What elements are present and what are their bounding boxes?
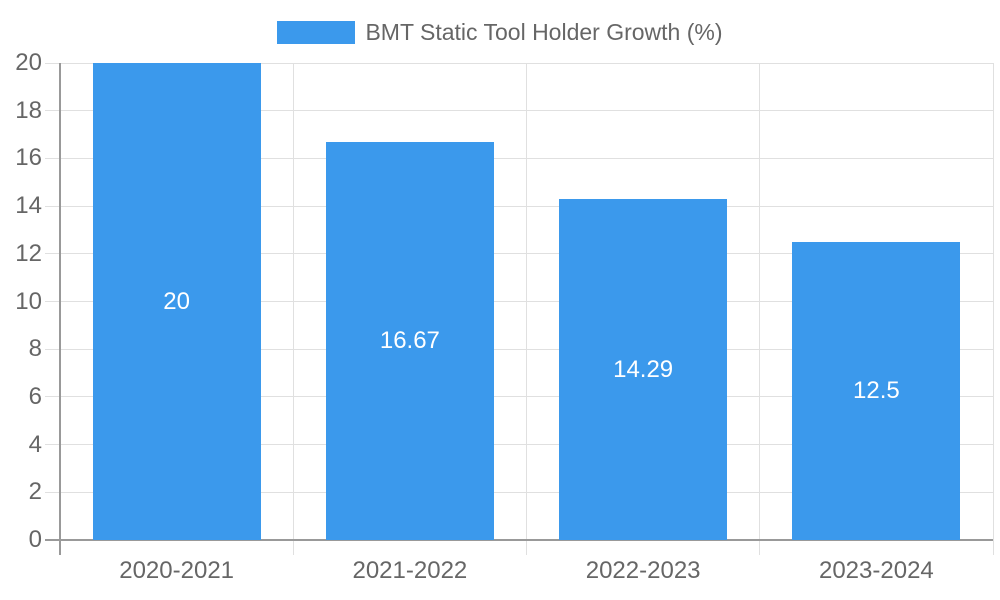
bar: 14.29 — [559, 199, 728, 540]
gridline-horizontal — [45, 301, 993, 302]
y-tick-label: 8 — [28, 335, 42, 363]
y-tick-label: 16 — [15, 144, 42, 172]
gridline-horizontal — [45, 491, 993, 493]
y-tick-label: 2 — [28, 478, 42, 506]
x-axis-label: 2022-2023 — [585, 557, 701, 584]
gridline-vertical — [759, 63, 761, 555]
y-tick-label: 12 — [15, 239, 42, 267]
y-tick-label: 10 — [15, 287, 42, 315]
bar: 12.5 — [792, 241, 961, 540]
bar: 20 — [92, 63, 261, 540]
y-tick-label: 18 — [15, 96, 42, 124]
bar-value-label: 20 — [163, 287, 190, 315]
legend-label: BMT Static Tool Holder Growth (%) — [365, 19, 723, 45]
y-tick-label: 0 — [28, 526, 42, 553]
gridline-vertical — [526, 63, 527, 555]
y-axis-line — [59, 63, 61, 555]
gridline-vertical — [292, 63, 294, 555]
gridline-horizontal — [45, 157, 993, 159]
x-axis-label: 2023-2024 — [818, 557, 934, 584]
gridline-horizontal — [45, 348, 993, 350]
gridline-horizontal — [45, 110, 993, 112]
gridline-horizontal — [45, 444, 993, 446]
gridline-horizontal — [45, 396, 993, 398]
gridline-horizontal — [45, 205, 993, 207]
gridline-vertical — [992, 63, 994, 555]
plot-area: 0 2 4 6 8 10 12 14 16 18 20 20 2020-2021 16.67 2021-20… — [15, 50, 994, 584]
bar-value-label: 14.29 — [613, 355, 674, 383]
y-tick-label: 4 — [28, 430, 42, 458]
legend[interactable]: BMT Static Tool Holder Growth (%) — [0, 21, 1000, 44]
bar-value-label: 12.5 — [853, 376, 900, 404]
x-axis-label: 2020-2021 — [119, 557, 235, 584]
gridline-horizontal — [45, 62, 993, 64]
y-tick-label: 20 — [15, 49, 42, 76]
y-tick-label: 14 — [15, 192, 42, 220]
bar-value-label: 16.67 — [379, 327, 440, 355]
y-tick-label: 6 — [28, 382, 42, 410]
x-axis-label: 2021-2022 — [352, 557, 468, 584]
legend-swatch — [277, 21, 356, 44]
x-axis-line — [45, 539, 993, 541]
bar: 16.67 — [325, 142, 494, 540]
gridline-horizontal — [45, 253, 993, 255]
